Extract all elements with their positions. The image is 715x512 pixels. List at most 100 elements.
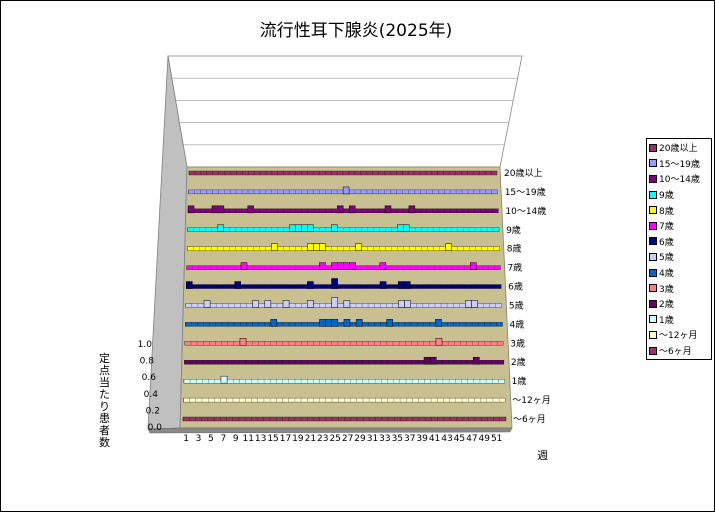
bar	[343, 300, 351, 308]
legend-swatch	[649, 221, 657, 230]
bar	[319, 243, 326, 251]
category-label: 7歳	[507, 262, 522, 274]
bar	[404, 281, 411, 289]
category-label: 1歳	[512, 375, 527, 387]
x-tick-label: 23	[317, 434, 328, 444]
bar	[355, 319, 363, 327]
bar	[289, 224, 296, 233]
x-tick-label: 25	[329, 434, 340, 444]
bar	[319, 262, 326, 270]
x-tick-label: 15	[267, 434, 278, 444]
series-row	[187, 243, 500, 251]
bar	[342, 186, 350, 195]
bar	[270, 319, 278, 327]
bar	[203, 300, 211, 308]
bar	[313, 243, 320, 251]
series-row	[185, 297, 502, 308]
x-tick-label: 29	[354, 434, 366, 444]
legend-swatch	[649, 190, 657, 199]
legend-label: 6歳	[659, 237, 674, 248]
x-axis-label: 週	[537, 449, 548, 462]
bar	[264, 300, 272, 308]
bar	[247, 205, 254, 214]
legend-label: ～12ヶ月	[659, 331, 698, 342]
bar	[307, 281, 314, 289]
x-tick-label: 19	[292, 434, 304, 444]
bar	[435, 338, 443, 346]
bar	[220, 375, 228, 384]
y-tick-label: 0.0	[148, 423, 163, 433]
x-tick-label: 5	[208, 434, 214, 444]
legend-label: 5歳	[659, 253, 674, 264]
bar	[239, 338, 247, 346]
bar	[398, 300, 405, 308]
legend-item: 9歳	[649, 187, 709, 203]
series-row	[183, 397, 506, 403]
x-tick-label: 13	[255, 434, 266, 444]
x-tick-label: 33	[379, 434, 390, 444]
bar	[234, 281, 241, 289]
legend-item: 20歳以上	[649, 140, 709, 156]
x-tick-label: 11	[242, 434, 253, 444]
legend-swatch	[649, 268, 657, 277]
legend-swatch	[649, 330, 657, 339]
category-label: 6歳	[508, 281, 523, 293]
bar	[282, 300, 290, 308]
x-tick-label: 45	[454, 434, 465, 444]
bar	[217, 205, 225, 214]
bar	[343, 319, 351, 327]
legend-item: 1歳	[649, 312, 709, 328]
bar	[472, 356, 480, 365]
y-tick-label: 0.8	[140, 357, 155, 367]
series-row	[188, 170, 498, 176]
bar	[470, 262, 477, 270]
series-row	[185, 278, 502, 289]
bar	[386, 319, 393, 327]
x-tick-label: 35	[392, 434, 403, 444]
chart-ticks: ～6ヶ月 ～12ヶ月 1歳 2歳 3歳 4歳 5歳 6歳 7歳 8歳 9歳 10～14歳 15～19歳 2…	[138, 167, 551, 444]
legend-label: 10～14歳	[659, 175, 700, 186]
category-label: 3歳	[510, 337, 525, 349]
bar	[349, 262, 356, 270]
legend-swatch	[649, 237, 657, 246]
legend-label: 1歳	[659, 315, 674, 326]
legend-item: 8歳	[649, 202, 709, 218]
legend-swatch	[649, 206, 657, 215]
legend-item: 3歳	[649, 280, 709, 296]
x-tick-label: 41	[429, 434, 440, 444]
category-label: ～6ヶ月	[513, 414, 546, 425]
bar	[397, 281, 405, 289]
bar	[423, 356, 431, 365]
bar	[252, 300, 259, 308]
bar	[429, 356, 437, 365]
legend-swatch	[649, 252, 657, 261]
chart-title: 流行性耳下腺炎(2025年)	[260, 21, 453, 41]
x-tick-label: 31	[367, 434, 378, 444]
legend-label: 15～19歳	[659, 159, 700, 170]
legend-label: ～6ヶ月	[659, 347, 692, 358]
bar	[379, 262, 387, 270]
legend-label: 4歳	[659, 269, 674, 280]
bar	[217, 224, 224, 233]
bar	[331, 278, 338, 289]
legend-item: 7歳	[649, 218, 709, 234]
x-tick-label: 17	[280, 434, 291, 444]
legend-swatch	[649, 174, 657, 183]
legend-swatch	[649, 143, 657, 152]
bar	[465, 300, 472, 308]
category-label: 15～19歳	[505, 186, 546, 198]
bar	[404, 300, 411, 308]
legend-item: 5歳	[649, 249, 709, 265]
bar	[307, 224, 314, 233]
legend-swatch	[649, 315, 657, 324]
bar	[240, 262, 248, 270]
category-label: 4歳	[510, 318, 525, 330]
y-axis-label: 定点当たり患者数	[99, 352, 110, 449]
series-row	[182, 416, 507, 422]
bar	[348, 205, 356, 214]
y-tick-label: 0.6	[142, 373, 157, 383]
category-label: 10～14歳	[505, 205, 546, 217]
series-row	[188, 186, 498, 195]
legend-swatch	[649, 346, 657, 355]
